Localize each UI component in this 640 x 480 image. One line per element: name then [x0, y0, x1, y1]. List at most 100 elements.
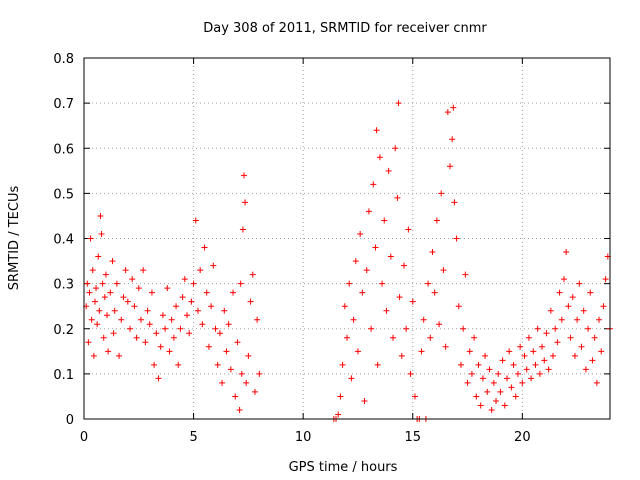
data-point — [212, 325, 219, 332]
data-point — [425, 280, 432, 287]
data-point — [503, 375, 510, 382]
data-point — [532, 361, 539, 368]
data-point — [373, 127, 380, 134]
data-point — [363, 267, 370, 274]
data-point — [153, 330, 160, 337]
data-point — [543, 330, 550, 337]
data-point — [525, 334, 532, 341]
data-point — [436, 321, 443, 328]
data-point — [565, 303, 572, 310]
data-point — [86, 289, 93, 296]
data-point — [438, 190, 445, 197]
data-point — [201, 244, 208, 251]
data-point — [88, 316, 95, 323]
data-point — [383, 307, 390, 314]
data-point — [216, 330, 223, 337]
data-point — [444, 109, 451, 116]
y-tick-label: 0.2 — [53, 323, 74, 338]
data-point — [359, 289, 366, 296]
y-tick-label: 0.7 — [53, 97, 74, 112]
data-point — [471, 334, 478, 341]
data-point — [131, 303, 138, 310]
data-point — [354, 348, 361, 355]
data-point — [490, 379, 497, 386]
data-point — [580, 307, 587, 314]
data-point — [127, 325, 134, 332]
data-point — [214, 361, 221, 368]
data-point — [245, 352, 252, 359]
data-point — [109, 258, 116, 265]
data-point — [251, 388, 258, 395]
data-point — [598, 348, 605, 355]
data-point — [508, 384, 515, 391]
data-point — [239, 226, 246, 233]
data-point — [210, 262, 217, 269]
data-point — [120, 294, 127, 301]
data-point — [234, 339, 241, 346]
data-point — [98, 230, 105, 237]
data-point — [582, 366, 589, 373]
data-point — [102, 271, 109, 278]
data-point — [159, 312, 166, 319]
data-point — [576, 280, 583, 287]
data-point — [552, 325, 559, 332]
data-point — [521, 352, 528, 359]
data-point — [479, 375, 486, 382]
data-point — [477, 402, 484, 409]
data-point — [361, 397, 368, 404]
data-point — [514, 370, 521, 377]
data-point — [442, 343, 449, 350]
data-point — [177, 325, 184, 332]
x-tick-label: 15 — [404, 430, 421, 445]
data-point — [208, 303, 215, 310]
y-tick-label: 0.8 — [53, 52, 74, 67]
data-point — [457, 361, 464, 368]
data-point — [87, 235, 94, 242]
data-point — [593, 379, 600, 386]
data-point — [105, 348, 112, 355]
data-point — [547, 307, 554, 314]
data-point — [431, 289, 438, 296]
data-point — [578, 343, 585, 350]
data-point — [587, 289, 594, 296]
data-point — [596, 316, 603, 323]
data-point — [418, 348, 425, 355]
data-point — [140, 267, 147, 274]
data-point — [600, 303, 607, 310]
data-point — [451, 199, 458, 206]
data-point — [155, 375, 162, 382]
data-point — [100, 334, 107, 341]
x-tick-label: 10 — [295, 430, 312, 445]
data-point — [107, 289, 114, 296]
data-point — [99, 280, 106, 287]
axis-ticks — [83, 57, 610, 420]
data-point — [344, 334, 350, 341]
data-point — [450, 104, 457, 111]
data-point — [84, 280, 91, 287]
data-point — [350, 316, 357, 323]
data-point — [124, 298, 131, 305]
data-point — [427, 334, 434, 341]
data-point — [205, 343, 212, 350]
data-point — [230, 289, 237, 296]
data-point — [97, 212, 104, 219]
data-point — [589, 357, 596, 364]
data-point — [225, 321, 232, 328]
data-point — [381, 217, 388, 224]
data-point — [94, 321, 101, 328]
data-point — [256, 370, 263, 377]
data-point — [495, 370, 502, 377]
data-point — [223, 348, 230, 355]
data-point — [556, 289, 563, 296]
data-point — [118, 316, 125, 323]
data-point — [181, 276, 188, 283]
data-point — [372, 244, 379, 251]
data-point — [534, 325, 541, 332]
data-point — [567, 334, 574, 341]
data-point — [192, 217, 199, 224]
data-point — [571, 352, 578, 359]
data-point — [497, 388, 504, 395]
data-point — [473, 393, 480, 400]
data-point — [400, 262, 407, 269]
data-point — [242, 199, 249, 206]
